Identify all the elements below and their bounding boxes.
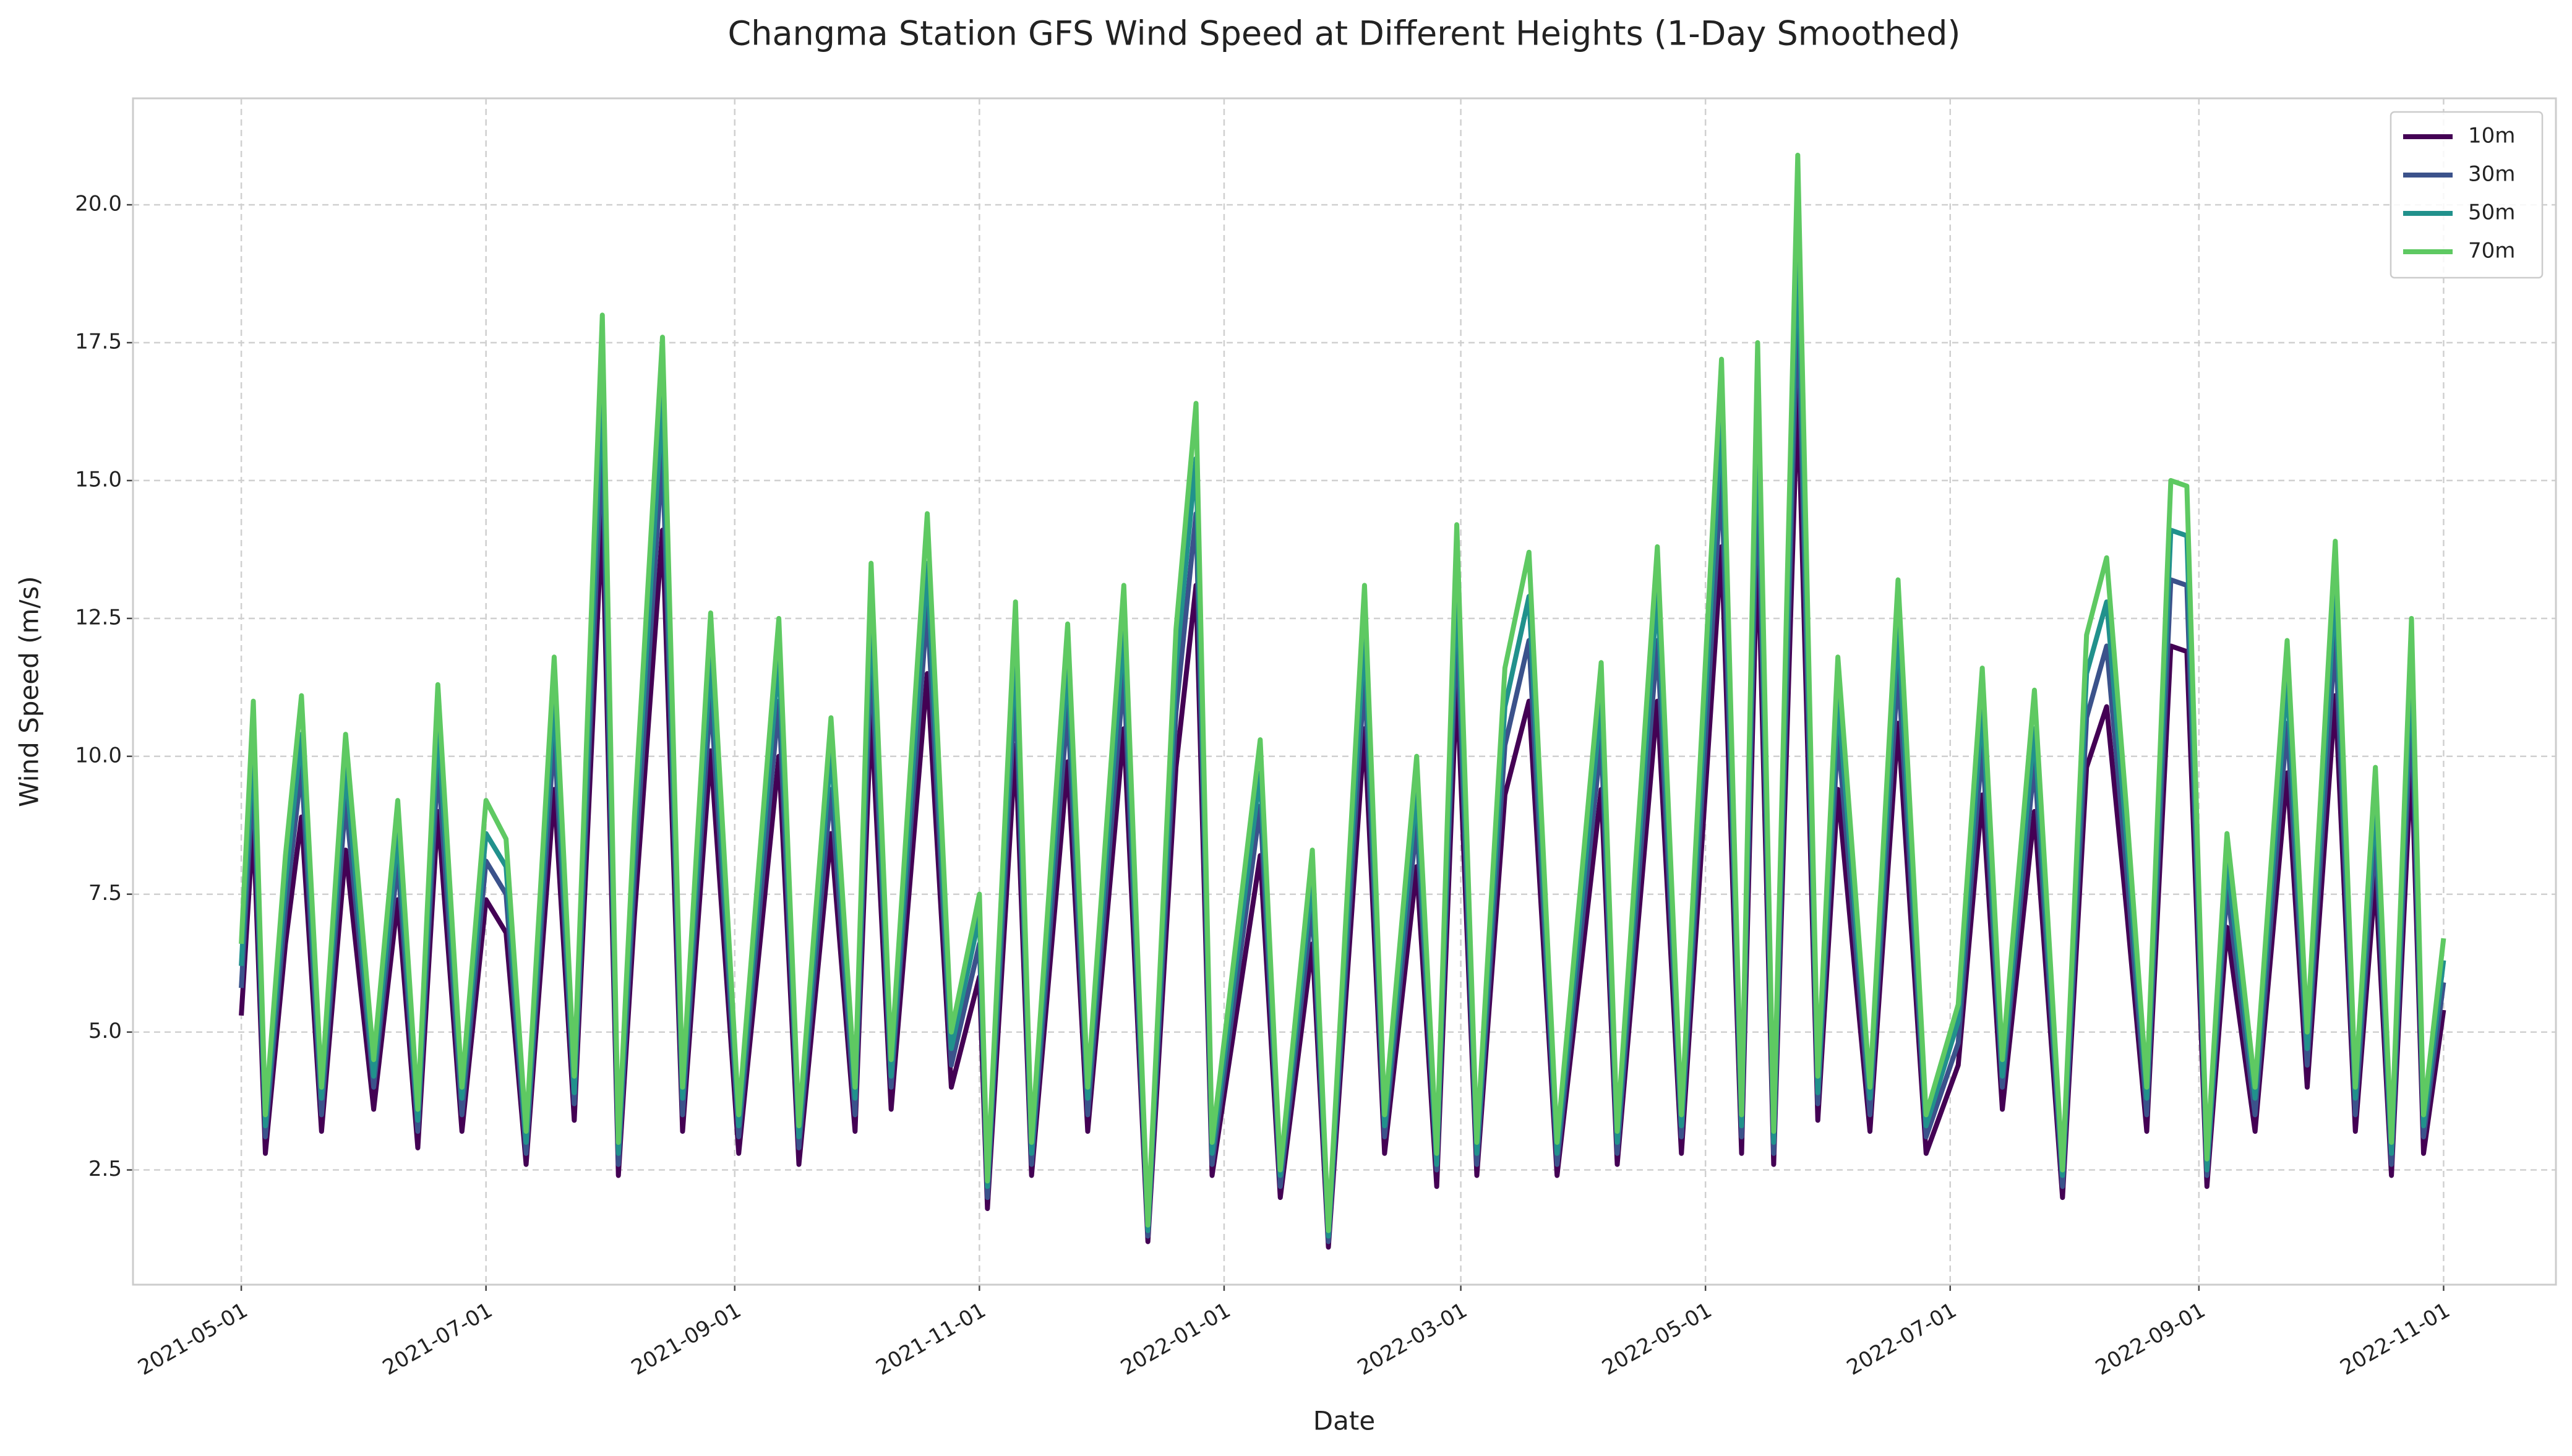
x-tick-label: 2022-07-01: [1843, 1298, 1961, 1380]
plot-frame: [132, 97, 2557, 1286]
y-tick-label: 7.5: [88, 881, 122, 906]
y-tick-label: 5.0: [88, 1019, 122, 1043]
legend-label: 50m: [2468, 200, 2515, 225]
y-tick-label: 15.0: [75, 467, 122, 492]
x-tick-label: 2022-03-01: [1353, 1298, 1472, 1380]
y-tick-label: 12.5: [75, 605, 122, 630]
legend-box: [2390, 111, 2544, 279]
x-tick-label: 2021-05-01: [134, 1298, 252, 1380]
x-tick-label: 2022-11-01: [2336, 1298, 2454, 1380]
legend-label: 70m: [2468, 239, 2515, 263]
x-tick-label: 2022-09-01: [2091, 1298, 2210, 1380]
y-tick-label: 2.5: [88, 1157, 122, 1181]
y-axis-label: Wind Speed (m/s): [14, 576, 45, 807]
chart-title: Changma Station GFS Wind Speed at Differ…: [728, 14, 1961, 53]
x-tick-label: 2021-09-01: [627, 1298, 745, 1380]
series-line: [239, 152, 2446, 1233]
legend-label: 10m: [2468, 124, 2515, 148]
x-tick-label: 2022-05-01: [1598, 1298, 1716, 1380]
legend-label: 30m: [2468, 162, 2515, 187]
x-tick-label: 2022-01-01: [1117, 1298, 1235, 1380]
series-line: [239, 384, 2446, 1250]
x-axis-label: Date: [1313, 1406, 1375, 1436]
y-tick-label: 20.0: [75, 192, 122, 216]
x-tick-label: 2021-07-01: [379, 1298, 497, 1380]
y-tick-label: 10.0: [75, 743, 122, 768]
x-tick-label: 2021-11-01: [872, 1298, 990, 1380]
y-tick-label: 17.5: [75, 330, 122, 354]
